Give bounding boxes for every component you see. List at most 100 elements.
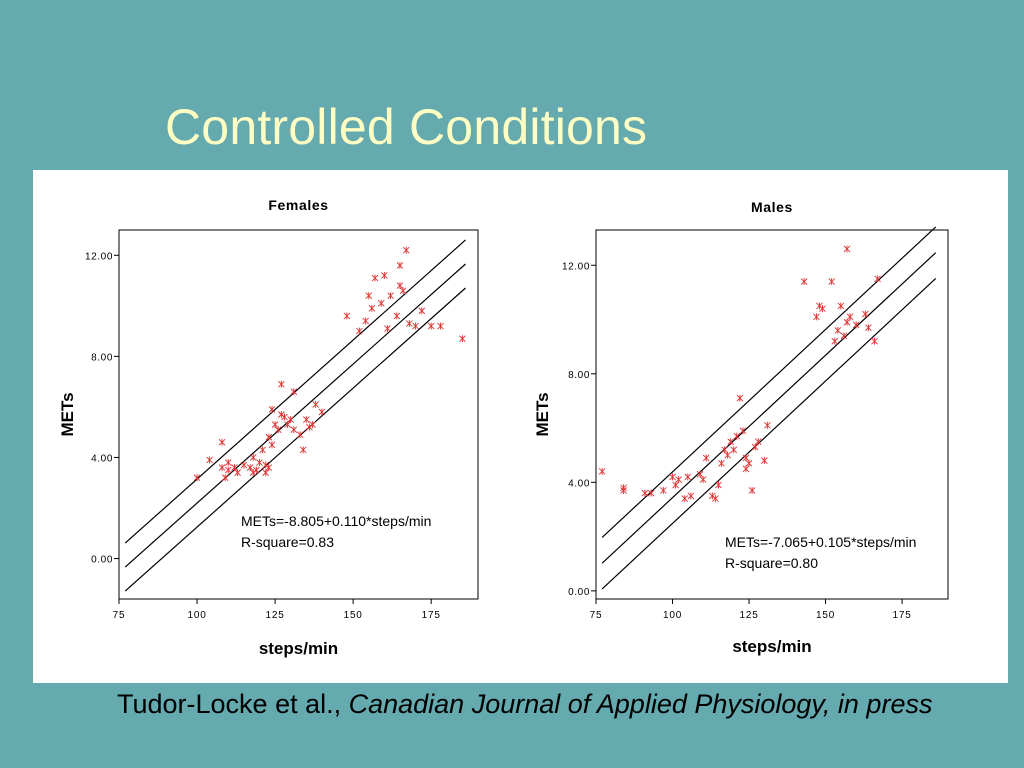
x-tick-label: 125 bbox=[266, 610, 285, 621]
y-tick-label: 8.00 bbox=[91, 352, 113, 363]
data-point bbox=[240, 461, 248, 469]
data-point bbox=[318, 408, 326, 416]
data-point bbox=[862, 310, 869, 318]
y-tick-label: 12.00 bbox=[85, 251, 113, 262]
regression-line bbox=[124, 263, 466, 568]
data-point bbox=[249, 453, 257, 461]
data-point bbox=[718, 459, 725, 467]
data-point bbox=[256, 459, 263, 467]
data-point bbox=[234, 469, 241, 477]
data-point bbox=[745, 459, 753, 467]
x-tick-label: 150 bbox=[816, 610, 835, 621]
data-point bbox=[268, 441, 276, 449]
data-point bbox=[281, 413, 288, 421]
data-point bbox=[278, 380, 285, 388]
confidence-band-line bbox=[601, 226, 937, 538]
charts-figure: Females METs steps/min 75 100 125 150 175 0.00 4.… bbox=[58, 197, 949, 658]
data-point bbox=[393, 312, 401, 320]
data-point bbox=[312, 400, 319, 408]
data-point bbox=[418, 307, 426, 315]
slide-title: Controlled Conditions bbox=[165, 99, 648, 155]
data-point bbox=[828, 278, 836, 286]
y-tick-label: 4.00 bbox=[568, 478, 590, 489]
data-point bbox=[641, 489, 649, 497]
data-point bbox=[399, 287, 407, 295]
figure-panel: Females METs steps/min 75 100 125 150 175 0.00 4.… bbox=[33, 170, 1008, 683]
data-point bbox=[384, 325, 391, 333]
chart-females: Females METs steps/min 75 100 125 150 175 0.00 4.… bbox=[58, 197, 479, 658]
regression-annotation: METs=-8.805+0.110*steps/min bbox=[241, 513, 431, 529]
data-point bbox=[669, 473, 676, 481]
y-axis-label: METs bbox=[58, 392, 77, 436]
citation: Tudor-Locke et al., Canadian Journal of … bbox=[117, 689, 932, 720]
data-point bbox=[206, 456, 213, 464]
data-point bbox=[296, 431, 304, 439]
data-point bbox=[761, 457, 768, 465]
x-tick-label: 175 bbox=[422, 610, 441, 621]
data-point bbox=[727, 438, 734, 446]
data-point bbox=[218, 464, 226, 472]
data-point bbox=[396, 261, 404, 269]
data-point bbox=[702, 454, 710, 462]
data-point bbox=[362, 317, 369, 325]
regression-annotation: R-square=0.83 bbox=[241, 534, 334, 550]
x-tick-label: 125 bbox=[739, 610, 758, 621]
data-point bbox=[715, 481, 722, 489]
data-point bbox=[253, 466, 260, 474]
x-tick-label: 75 bbox=[113, 610, 126, 621]
data-point bbox=[751, 443, 759, 451]
data-point bbox=[437, 322, 444, 330]
x-tick-label: 100 bbox=[187, 610, 206, 621]
data-point bbox=[748, 486, 756, 494]
y-axis-label: METs bbox=[533, 392, 552, 436]
data-point bbox=[831, 337, 839, 345]
x-tick-label: 150 bbox=[344, 610, 363, 621]
data-point bbox=[813, 313, 820, 321]
data-point bbox=[265, 433, 273, 441]
data-point bbox=[598, 467, 606, 475]
data-point bbox=[800, 278, 808, 286]
data-point bbox=[259, 446, 266, 454]
chart-title: Females bbox=[268, 197, 328, 213]
y-tick-label: 12.00 bbox=[562, 261, 590, 272]
x-tick-label: 100 bbox=[663, 610, 682, 621]
data-point bbox=[837, 302, 845, 310]
y-tick-label: 4.00 bbox=[91, 453, 113, 464]
plot-frame bbox=[595, 229, 949, 600]
chart-males: Males METs steps/min 75 100 125 150 175 0.00 4.00… bbox=[533, 199, 949, 656]
data-point bbox=[268, 405, 276, 413]
confidence-band-line bbox=[124, 287, 466, 592]
data-point bbox=[733, 432, 741, 440]
data-point bbox=[402, 246, 410, 254]
data-point bbox=[843, 245, 851, 253]
data-point bbox=[754, 438, 762, 446]
y-tick-label: 0.00 bbox=[91, 555, 113, 566]
data-point bbox=[742, 465, 750, 473]
data-point bbox=[406, 320, 413, 328]
y-tick-label: 0.00 bbox=[568, 587, 590, 598]
data-point bbox=[224, 466, 232, 474]
data-point bbox=[834, 326, 842, 334]
citation-author: Tudor-Locke et al., bbox=[117, 689, 349, 719]
data-point bbox=[739, 427, 747, 435]
data-point bbox=[274, 426, 282, 434]
data-point bbox=[742, 454, 750, 462]
data-point bbox=[387, 292, 394, 300]
data-point bbox=[840, 332, 848, 340]
data-point bbox=[309, 421, 316, 429]
x-tick-label: 175 bbox=[893, 610, 912, 621]
x-axis-label: steps/min bbox=[732, 637, 811, 656]
data-point bbox=[224, 459, 232, 467]
chart-title: Males bbox=[751, 199, 793, 215]
data-point bbox=[290, 426, 298, 434]
y-tick-label: 8.00 bbox=[568, 370, 590, 381]
data-point bbox=[660, 486, 667, 494]
data-point bbox=[265, 464, 273, 472]
data-point bbox=[852, 321, 860, 329]
data-point bbox=[699, 476, 707, 484]
confidence-band-line bbox=[124, 239, 466, 544]
data-point bbox=[356, 327, 363, 335]
data-point bbox=[764, 421, 771, 429]
data-point bbox=[687, 492, 695, 500]
confidence-band-line bbox=[601, 277, 937, 590]
